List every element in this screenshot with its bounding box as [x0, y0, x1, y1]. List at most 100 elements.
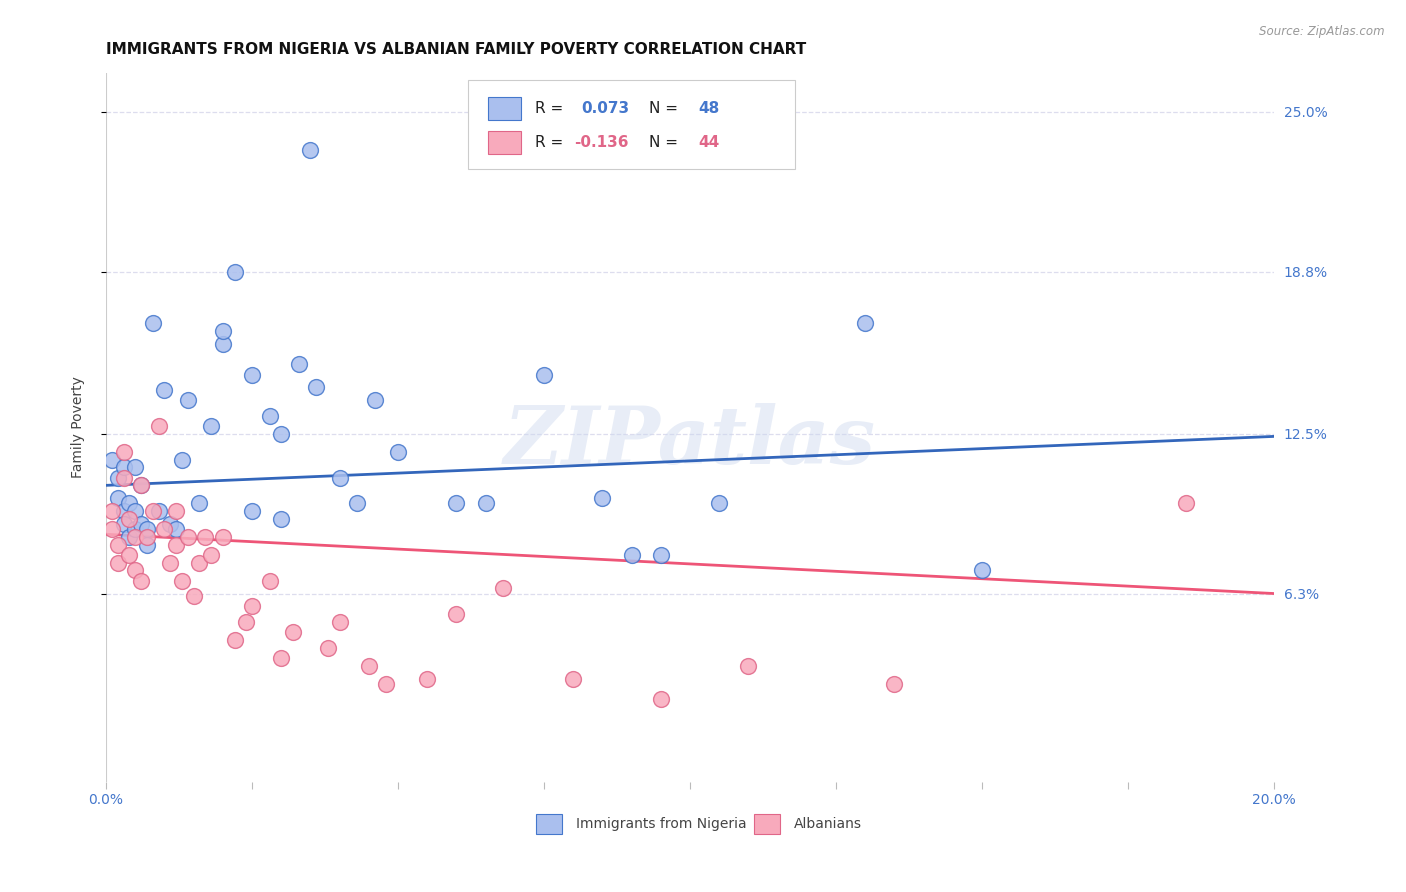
FancyBboxPatch shape [754, 814, 780, 834]
Point [101, 452, 124, 467]
Point [562, 672, 585, 686]
Point [159, 516, 181, 531]
Point [259, 574, 281, 588]
Point [136, 538, 159, 552]
Point [107, 556, 129, 570]
Point [112, 470, 135, 484]
Point [129, 478, 152, 492]
Point [118, 512, 141, 526]
Point [305, 380, 328, 394]
Text: 44: 44 [699, 135, 720, 150]
Point [170, 574, 193, 588]
Point [492, 582, 515, 596]
Point [153, 522, 176, 536]
Point [188, 556, 211, 570]
Point [387, 445, 409, 459]
Point [112, 504, 135, 518]
Point [165, 522, 187, 536]
Point [474, 496, 496, 510]
Point [118, 530, 141, 544]
Point [118, 548, 141, 562]
Point [240, 599, 263, 614]
Point [240, 504, 263, 518]
Point [107, 538, 129, 552]
Text: R =: R = [534, 101, 568, 116]
Point [270, 426, 292, 441]
Point [212, 336, 235, 351]
Point [235, 615, 257, 629]
Point [212, 530, 235, 544]
Point [709, 496, 731, 510]
Point [129, 516, 152, 531]
Point [124, 563, 146, 577]
Text: Albanians: Albanians [794, 817, 862, 831]
Point [200, 548, 222, 562]
Point [240, 368, 263, 382]
Text: 48: 48 [699, 101, 720, 116]
Point [224, 264, 246, 278]
Point [363, 393, 385, 408]
Point [591, 491, 613, 506]
Text: -0.136: -0.136 [575, 135, 628, 150]
Point [124, 522, 146, 536]
Point [346, 496, 368, 510]
Point [112, 460, 135, 475]
FancyBboxPatch shape [536, 814, 561, 834]
Point [188, 496, 211, 510]
Point [118, 496, 141, 510]
Text: N =: N = [650, 135, 683, 150]
Point [416, 672, 439, 686]
Point [124, 460, 146, 475]
Point [200, 419, 222, 434]
Point [129, 478, 152, 492]
Point [165, 538, 187, 552]
Point [170, 452, 193, 467]
Point [270, 651, 292, 665]
Point [101, 522, 124, 536]
Point [270, 512, 292, 526]
Point [329, 470, 352, 484]
Point [124, 504, 146, 518]
Point [281, 625, 304, 640]
Point [129, 574, 152, 588]
Point [853, 316, 876, 330]
Point [194, 530, 217, 544]
Point [107, 491, 129, 506]
Point [533, 368, 555, 382]
Point [446, 496, 468, 510]
Point [142, 504, 165, 518]
Point [970, 563, 993, 577]
Point [177, 393, 200, 408]
Point [316, 640, 339, 655]
Point [1175, 496, 1198, 510]
Point [650, 692, 672, 706]
Point [287, 357, 309, 371]
Point [446, 607, 468, 621]
Point [737, 658, 759, 673]
Point [107, 470, 129, 484]
Point [620, 548, 643, 562]
Text: N =: N = [650, 101, 683, 116]
Point [112, 516, 135, 531]
Point [148, 504, 170, 518]
Point [883, 676, 905, 690]
Point [329, 615, 352, 629]
Point [148, 419, 170, 434]
Point [259, 409, 281, 423]
Point [136, 522, 159, 536]
Point [650, 548, 672, 562]
Point [375, 676, 398, 690]
Point [112, 445, 135, 459]
Text: Source: ZipAtlas.com: Source: ZipAtlas.com [1260, 25, 1385, 38]
Point [357, 658, 380, 673]
Point [101, 504, 124, 518]
Point [299, 144, 322, 158]
Text: Immigrants from Nigeria: Immigrants from Nigeria [575, 817, 747, 831]
Point [177, 530, 200, 544]
Text: 0.073: 0.073 [581, 101, 630, 116]
Text: R =: R = [534, 135, 568, 150]
FancyBboxPatch shape [488, 97, 520, 120]
Text: ZIPatlas: ZIPatlas [503, 403, 876, 480]
Text: IMMIGRANTS FROM NIGERIA VS ALBANIAN FAMILY POVERTY CORRELATION CHART: IMMIGRANTS FROM NIGERIA VS ALBANIAN FAMI… [105, 42, 806, 57]
Point [153, 383, 176, 397]
